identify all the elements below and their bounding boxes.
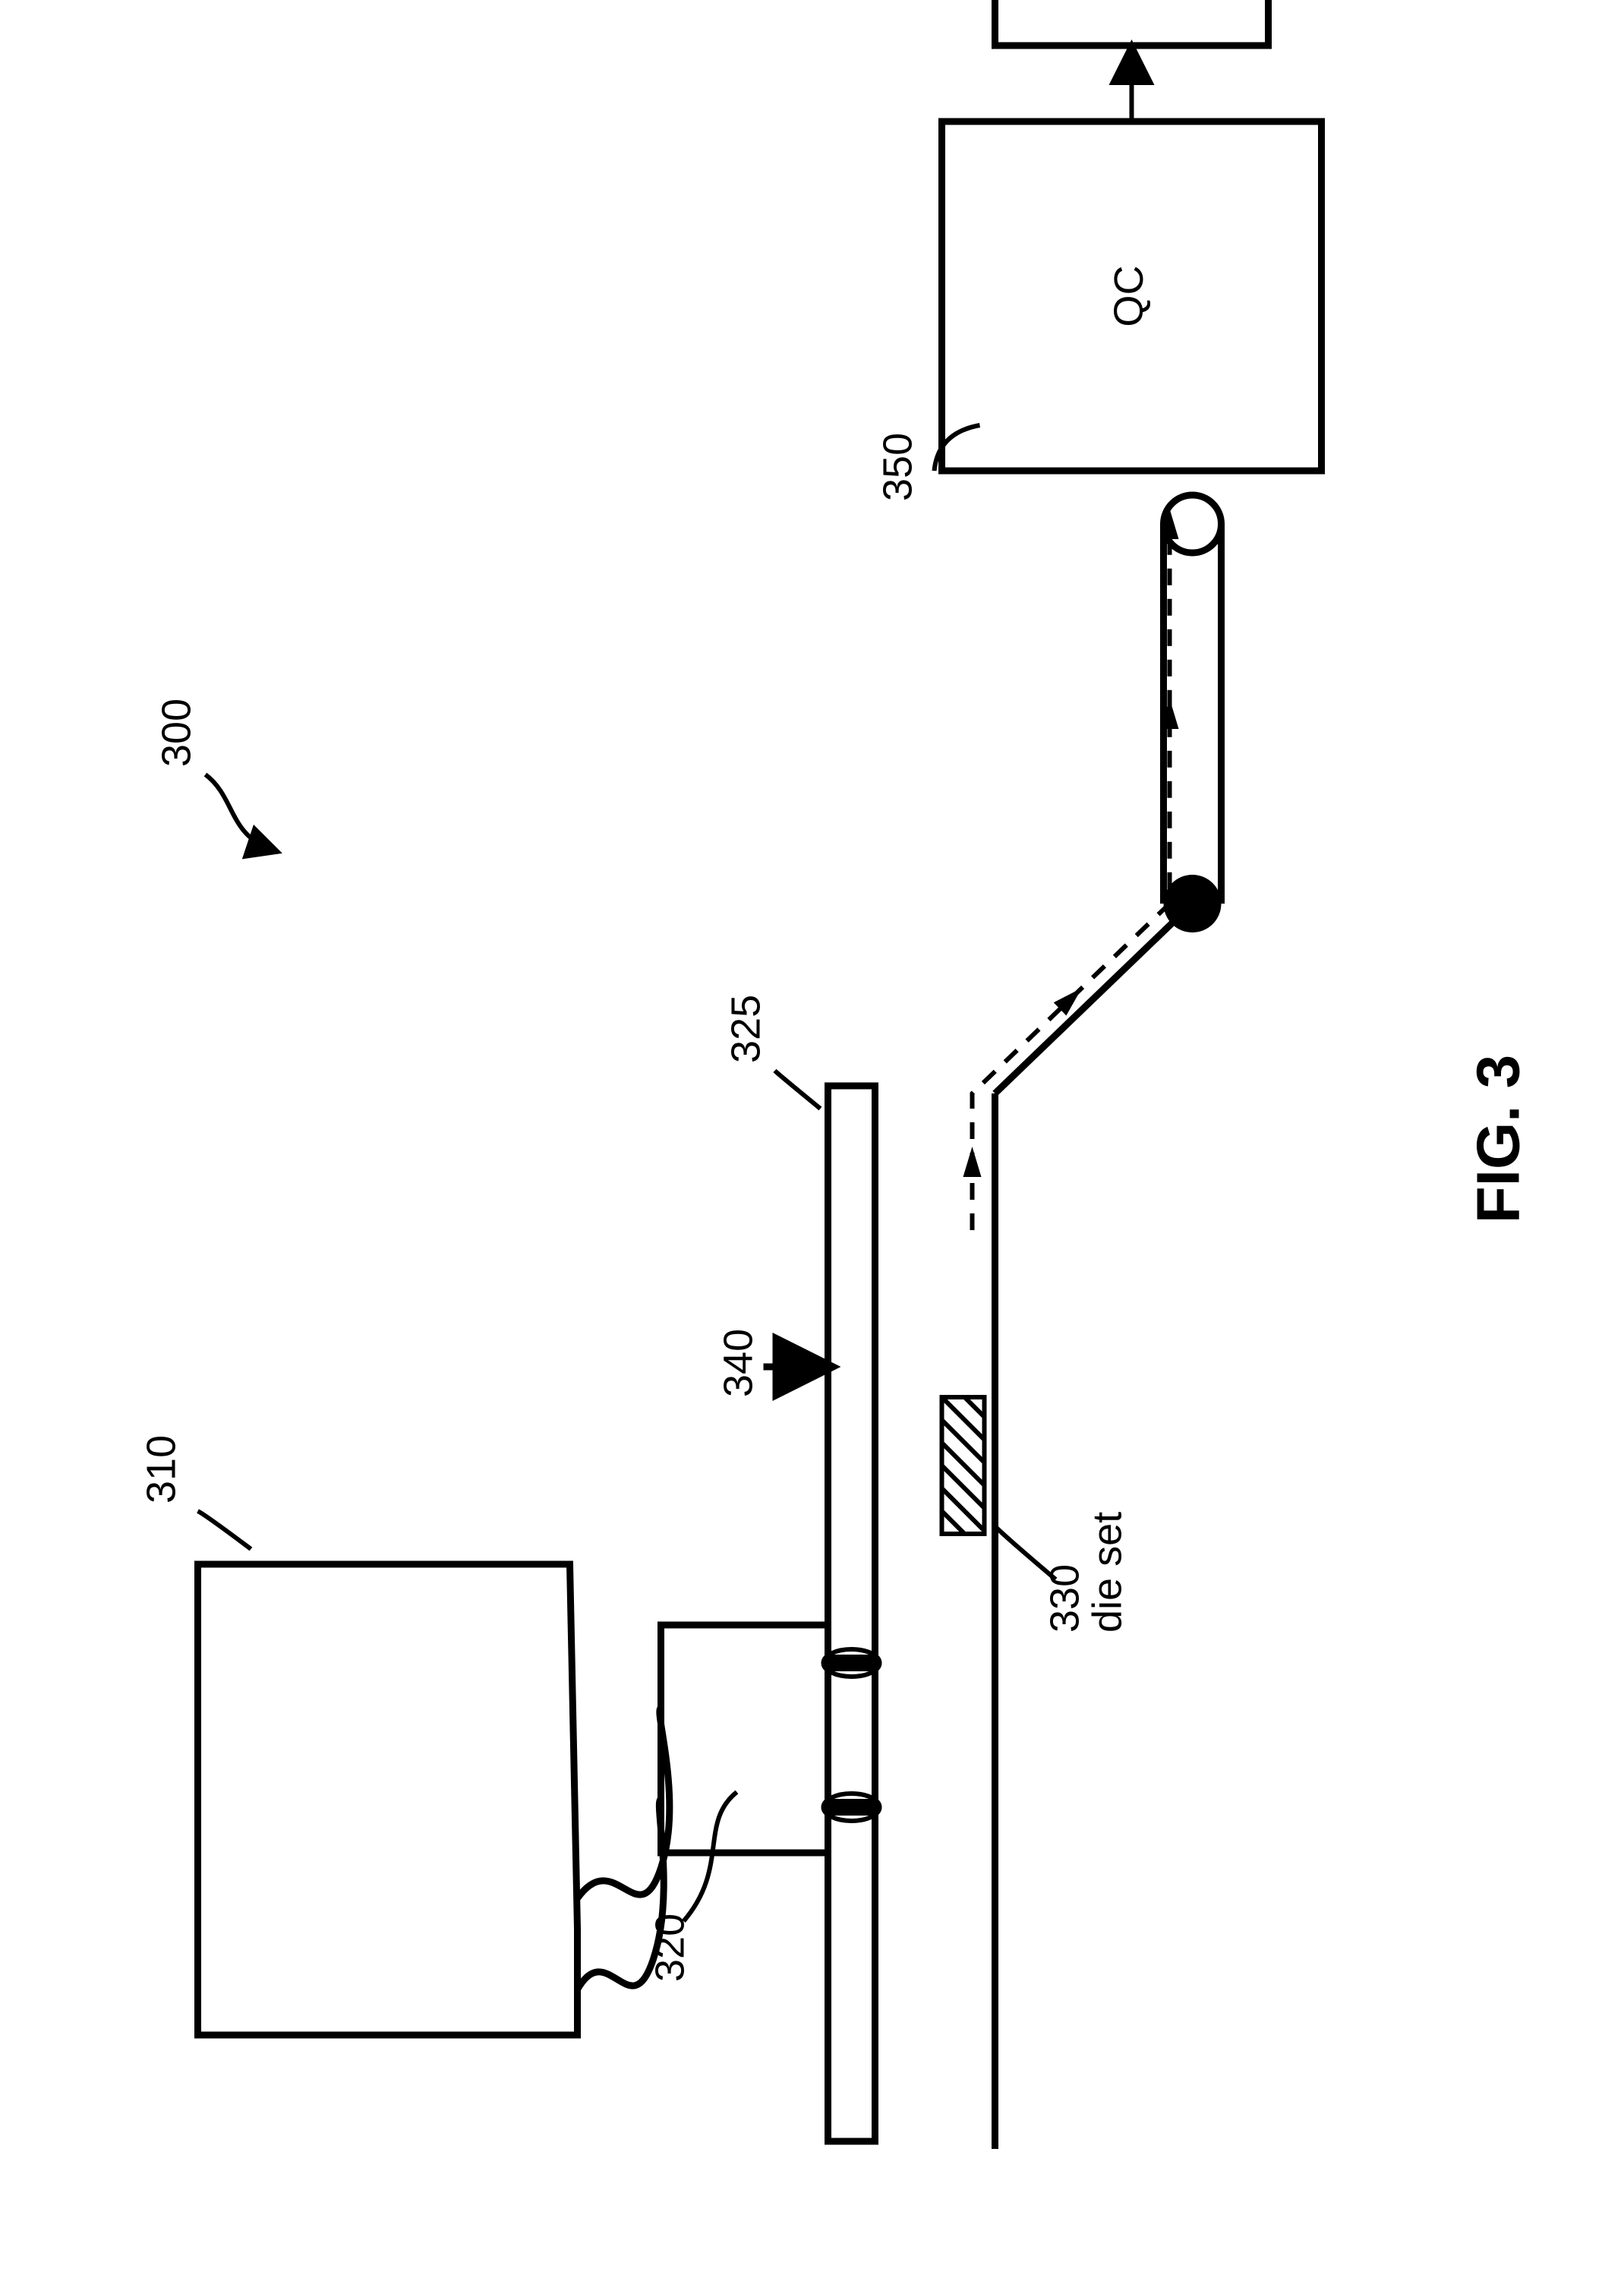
- screw-arrow-340: 340: [715, 1329, 820, 1397]
- figure-label: FIG. 3: [1464, 1055, 1531, 1223]
- svg-text:325: 325: [723, 995, 768, 1063]
- system-ref-300: 300: [153, 699, 273, 850]
- die-set-label: die set: [1084, 1512, 1130, 1633]
- chamber-box: [661, 1625, 828, 1853]
- hopper-feed-right: [577, 1708, 669, 1898]
- screw-endcaps: [823, 1649, 879, 1821]
- barrel-rect: [828, 1086, 875, 2141]
- svg-text:340: 340: [715, 1329, 761, 1397]
- chute-line: [995, 904, 1192, 1093]
- svg-text:300: 300: [153, 699, 199, 767]
- diagram-canvas: QC Sort Store 310320325330350 340 300 di…: [0, 0, 1624, 2278]
- qc-label: QC: [1105, 266, 1151, 327]
- svg-text:350: 350: [875, 433, 920, 501]
- svg-text:320: 320: [647, 1914, 692, 1982]
- reference-leaders: 310320325330350: [138, 425, 1087, 1982]
- die-set: [941, 1397, 984, 1534]
- hopper-box: [197, 1564, 577, 2035]
- svg-text:310: 310: [138, 1435, 184, 1503]
- sort-store-box: [995, 0, 1268, 46]
